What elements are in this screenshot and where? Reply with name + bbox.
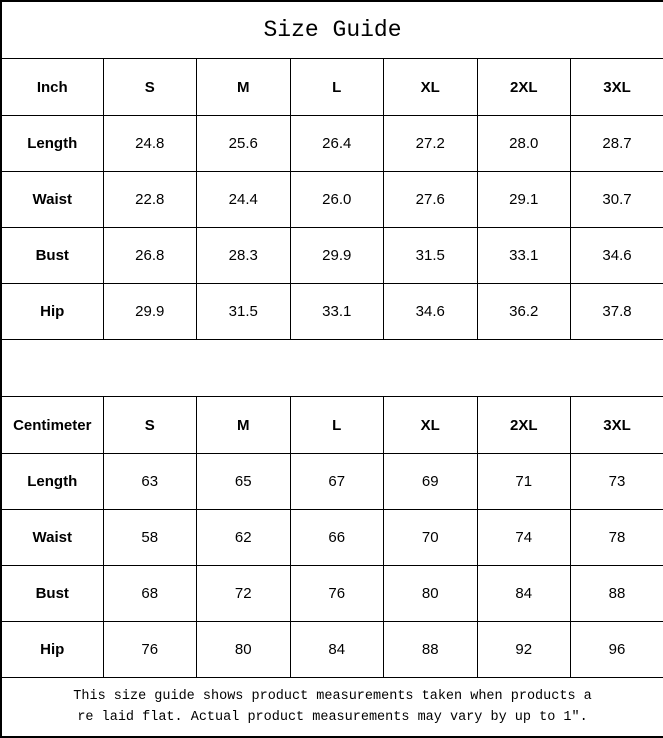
inch-row-hip: Hip 29.9 31.5 33.1 34.6 36.2 37.8 <box>1 284 663 340</box>
value-cell: 24.4 <box>197 172 291 228</box>
value-cell: 72 <box>197 566 291 622</box>
cm-row-bust: Bust 68 72 76 80 84 88 <box>1 566 663 622</box>
value-cell: 29.9 <box>290 228 384 284</box>
size-header-m: M <box>197 397 291 454</box>
value-cell: 70 <box>384 510 478 566</box>
value-cell: 84 <box>290 622 384 678</box>
value-cell: 84 <box>477 566 571 622</box>
cm-header-row: Centimeter S M L XL 2XL 3XL <box>1 397 663 454</box>
value-cell: 80 <box>197 622 291 678</box>
footer-note: This size guide shows product measuremen… <box>1 678 663 738</box>
row-label-waist: Waist <box>1 172 103 228</box>
value-cell: 80 <box>384 566 478 622</box>
size-header-xl: XL <box>384 59 478 116</box>
inch-row-bust: Bust 26.8 28.3 29.9 31.5 33.1 34.6 <box>1 228 663 284</box>
value-cell: 24.8 <box>103 116 197 172</box>
value-cell: 36.2 <box>477 284 571 340</box>
value-cell: 92 <box>477 622 571 678</box>
value-cell: 30.7 <box>571 172 663 228</box>
spacer-row <box>1 340 663 397</box>
size-header-3xl: 3XL <box>571 59 663 116</box>
spacer-cell <box>1 340 663 397</box>
row-label-bust: Bust <box>1 228 103 284</box>
value-cell: 26.0 <box>290 172 384 228</box>
value-cell: 31.5 <box>384 228 478 284</box>
inch-row-waist: Waist 22.8 24.4 26.0 27.6 29.1 30.7 <box>1 172 663 228</box>
value-cell: 67 <box>290 454 384 510</box>
value-cell: 27.2 <box>384 116 478 172</box>
size-header-2xl: 2XL <box>477 59 571 116</box>
value-cell: 26.8 <box>103 228 197 284</box>
footer-row: This size guide shows product measuremen… <box>1 678 663 738</box>
value-cell: 74 <box>477 510 571 566</box>
value-cell: 88 <box>384 622 478 678</box>
value-cell: 76 <box>290 566 384 622</box>
value-cell: 63 <box>103 454 197 510</box>
value-cell: 71 <box>477 454 571 510</box>
value-cell: 31.5 <box>197 284 291 340</box>
value-cell: 78 <box>571 510 663 566</box>
row-label-bust: Bust <box>1 566 103 622</box>
footer-line-1: This size guide shows product measuremen… <box>2 686 663 707</box>
size-header-s: S <box>103 59 197 116</box>
cm-row-waist: Waist 58 62 66 70 74 78 <box>1 510 663 566</box>
value-cell: 37.8 <box>571 284 663 340</box>
value-cell: 28.7 <box>571 116 663 172</box>
value-cell: 34.6 <box>384 284 478 340</box>
value-cell: 58 <box>103 510 197 566</box>
value-cell: 76 <box>103 622 197 678</box>
value-cell: 25.6 <box>197 116 291 172</box>
unit-header-inch: Inch <box>1 59 103 116</box>
value-cell: 29.1 <box>477 172 571 228</box>
value-cell: 28.0 <box>477 116 571 172</box>
row-label-length: Length <box>1 116 103 172</box>
value-cell: 69 <box>384 454 478 510</box>
value-cell: 33.1 <box>290 284 384 340</box>
value-cell: 29.9 <box>103 284 197 340</box>
value-cell: 73 <box>571 454 663 510</box>
cm-row-hip: Hip 76 80 84 88 92 96 <box>1 622 663 678</box>
value-cell: 22.8 <box>103 172 197 228</box>
row-label-waist: Waist <box>1 510 103 566</box>
size-header-xl: XL <box>384 397 478 454</box>
size-header-3xl: 3XL <box>571 397 663 454</box>
value-cell: 66 <box>290 510 384 566</box>
unit-header-centimeter: Centimeter <box>1 397 103 454</box>
size-header-2xl: 2XL <box>477 397 571 454</box>
inch-row-length: Length 24.8 25.6 26.4 27.2 28.0 28.7 <box>1 116 663 172</box>
cm-row-length: Length 63 65 67 69 71 73 <box>1 454 663 510</box>
value-cell: 96 <box>571 622 663 678</box>
value-cell: 27.6 <box>384 172 478 228</box>
row-label-length: Length <box>1 454 103 510</box>
row-label-hip: Hip <box>1 622 103 678</box>
title-row: Size Guide <box>1 1 663 59</box>
value-cell: 28.3 <box>197 228 291 284</box>
value-cell: 33.1 <box>477 228 571 284</box>
page-title: Size Guide <box>1 1 663 59</box>
size-header-m: M <box>197 59 291 116</box>
value-cell: 65 <box>197 454 291 510</box>
value-cell: 68 <box>103 566 197 622</box>
value-cell: 62 <box>197 510 291 566</box>
row-label-hip: Hip <box>1 284 103 340</box>
size-header-l: L <box>290 397 384 454</box>
footer-line-2: re laid flat. Actual product measurement… <box>2 707 663 728</box>
size-header-s: S <box>103 397 197 454</box>
value-cell: 88 <box>571 566 663 622</box>
value-cell: 26.4 <box>290 116 384 172</box>
size-header-l: L <box>290 59 384 116</box>
value-cell: 34.6 <box>571 228 663 284</box>
inch-header-row: Inch S M L XL 2XL 3XL <box>1 59 663 116</box>
